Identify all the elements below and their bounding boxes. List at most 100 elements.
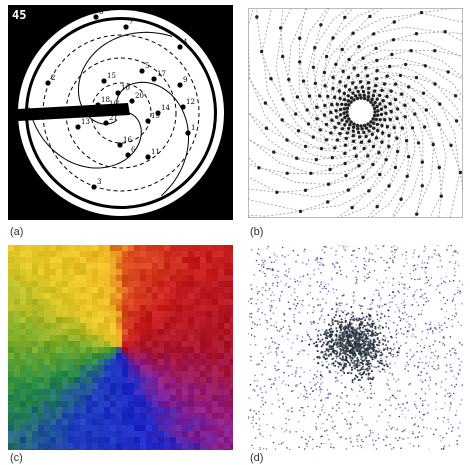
phase-cell: [14, 263, 20, 269]
grid-dot: [375, 122, 380, 127]
grid-dot: [419, 10, 424, 15]
phase-cell: [104, 425, 110, 431]
scatter-dot: [341, 302, 343, 304]
scatter-dot: [444, 322, 446, 324]
phase-cell: [128, 341, 134, 347]
grid-dot: [356, 73, 360, 78]
scatter-dot: [382, 245, 384, 248]
grid-dot: [371, 93, 376, 98]
scatter-dot: [343, 346, 346, 349]
scatter-dot: [385, 344, 388, 347]
scatter-dot: [425, 297, 428, 299]
phase-cell: [194, 449, 200, 450]
scatter-dot: [326, 434, 329, 436]
scatter-dot: [323, 245, 326, 248]
scatter-dot: [249, 383, 252, 386]
scatter-dot: [327, 354, 330, 357]
scatter-dot: [328, 328, 331, 331]
scatter-dot: [458, 280, 461, 282]
phase-cell: [206, 251, 212, 257]
phase-cell: [8, 281, 14, 287]
scatter-dot: [349, 437, 352, 439]
scatter-dot: [344, 249, 347, 252]
phase-cell: [230, 317, 233, 323]
phase-cell: [170, 299, 176, 305]
phase-cell: [134, 335, 140, 341]
spiral-grid-line: [248, 95, 402, 212]
phase-cell: [164, 437, 170, 443]
scatter-dot: [324, 350, 327, 353]
phase-cell: [134, 443, 140, 449]
scatter-dot: [337, 365, 340, 368]
phase-cell: [128, 287, 134, 293]
grid-dot: [255, 15, 259, 19]
phase-cell: [140, 413, 146, 419]
scatter-dot: [438, 284, 440, 286]
scatter-dot: [412, 355, 415, 357]
scatter-dot: [406, 320, 408, 323]
spiral-grid-line: [313, 8, 379, 132]
scatter-dot: [296, 280, 299, 282]
phase-cell: [194, 437, 200, 443]
dashed-circle: [42, 34, 200, 192]
scatter-dot: [348, 321, 351, 324]
scatter-dot: [273, 427, 276, 430]
scatter-dot: [363, 263, 366, 266]
phase-cell: [146, 425, 152, 431]
scatter-dot: [271, 403, 274, 405]
phase-cell: [26, 389, 32, 395]
scatter-dot: [372, 350, 375, 352]
phase-cell: [14, 395, 20, 401]
scatter-dot: [351, 311, 354, 314]
scatter-dot: [348, 427, 351, 430]
scatter-dot: [339, 331, 342, 334]
scatter-dot: [359, 379, 362, 381]
phase-cell: [182, 365, 188, 371]
phase-cell: [110, 413, 116, 419]
scatter-dot: [342, 311, 344, 314]
phase-cell: [164, 335, 170, 341]
scatter-dot: [262, 271, 264, 273]
scatter-dot: [452, 297, 455, 299]
scatter-dot: [296, 302, 299, 305]
phase-cell: [128, 251, 134, 257]
scatter-dot: [400, 272, 402, 275]
scatter-dot: [290, 365, 292, 367]
scatter-dot: [349, 423, 351, 425]
scatter-dot: [353, 362, 356, 365]
phase-cell: [44, 359, 50, 365]
scatter-dot: [418, 255, 420, 257]
scatter-dot: [397, 439, 399, 442]
scatter-dot: [374, 327, 377, 330]
scatter-dot: [429, 379, 432, 381]
scatter-dot: [273, 261, 276, 263]
scatter-dot: [295, 372, 297, 374]
scatter-dot: [305, 390, 308, 392]
phase-cell: [146, 245, 152, 251]
scatter-dot: [423, 367, 425, 370]
phase-cell: [212, 353, 218, 359]
phase-cell: [104, 323, 110, 329]
grid-dot: [365, 74, 370, 78]
phase-cell: [200, 341, 206, 347]
scatter-dot: [339, 269, 342, 272]
scatter-dot: [379, 354, 382, 357]
phase-cell: [218, 341, 224, 347]
scatter-dot: [316, 281, 319, 283]
scatter-dot: [315, 426, 317, 428]
phase-cell: [8, 395, 14, 401]
scatter-dot: [352, 364, 355, 367]
spiral-grid-line: [343, 31, 463, 109]
phase-cell: [200, 395, 206, 401]
phase-cell: [68, 419, 74, 425]
point-label: 21: [109, 114, 118, 122]
phase-cell: [98, 449, 104, 450]
phase-cell: [20, 401, 26, 407]
scatter-dot: [451, 426, 454, 429]
scatter-dot: [295, 260, 297, 263]
grid-dot: [410, 126, 415, 130]
scatter-dot: [453, 274, 456, 277]
phase-cell: [176, 353, 182, 359]
scatter-dot: [337, 380, 339, 382]
grid-dot: [403, 103, 407, 107]
